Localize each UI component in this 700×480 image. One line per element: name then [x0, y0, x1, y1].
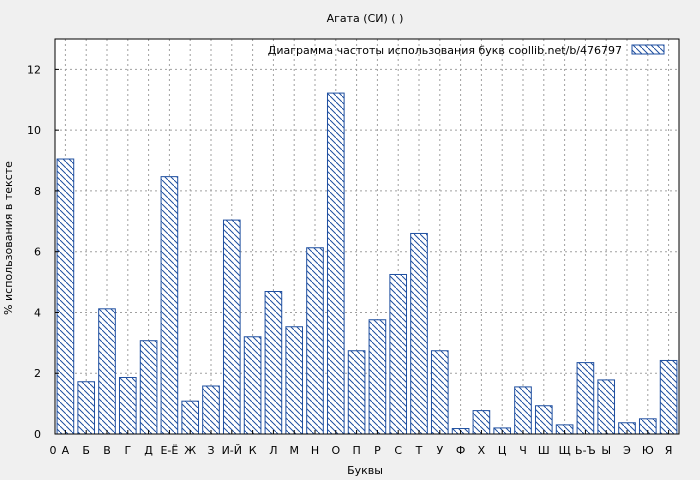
bar — [597, 379, 616, 435]
x-tick-label: Ю — [642, 444, 654, 457]
x-tick-label: Г — [124, 444, 131, 457]
bar — [222, 219, 241, 435]
x-tick-label: Щ — [559, 444, 571, 457]
bar — [306, 247, 324, 435]
x-tick-label: Ы — [601, 444, 611, 457]
bar — [368, 319, 387, 435]
y-tick-label: 8 — [34, 185, 41, 198]
x-tick-label: П — [352, 444, 360, 457]
bar — [389, 273, 408, 435]
x-tick-label: А — [62, 444, 70, 457]
x-axis-label: Буквы — [347, 464, 383, 477]
y-tick-label: 0 — [34, 428, 41, 441]
x-ticks: 0 А Б В Г Д Е-Ё Ж З И-Й К Л М Н О П Р С Т У Ф Х Ц Ч Ш Щ Ь-Ъ Ы Э Ю Я — [50, 430, 673, 457]
y-tick-label: 4 — [34, 306, 41, 319]
x-tick-label: Ж — [184, 444, 196, 457]
x-tick-label: Д — [144, 444, 153, 457]
bar — [77, 381, 96, 435]
bar — [160, 176, 179, 435]
bar — [659, 359, 678, 435]
legend: Диаграмма частоты использования букв coo… — [268, 44, 665, 57]
y-axis-label: % использования в тексте — [2, 161, 15, 315]
x-tick-label: Р — [374, 444, 381, 457]
bar — [514, 386, 532, 435]
bar — [243, 336, 262, 435]
x-tick-label: Ь-Ъ — [575, 444, 596, 457]
x-tick-label: Х — [478, 444, 486, 457]
grid-lines — [55, 39, 679, 434]
x-tick-label: Э — [623, 444, 631, 457]
y-tick-label: 6 — [34, 246, 41, 259]
x-tick-label: М — [289, 444, 299, 457]
x-tick-label: О — [331, 444, 340, 457]
bar — [118, 376, 137, 435]
bar — [264, 290, 283, 435]
x-tick-label: У — [436, 444, 443, 457]
x-tick-label: Ф — [456, 444, 465, 457]
x-tick-label: И-Й — [222, 444, 242, 457]
x-tick-label: Ц — [498, 444, 507, 457]
x-tick-label: З — [207, 444, 214, 457]
x-tick-label: Н — [311, 444, 319, 457]
bar — [534, 405, 553, 435]
plot-area — [55, 39, 679, 434]
bar — [181, 400, 200, 435]
bar — [98, 308, 116, 435]
bar — [410, 232, 428, 435]
bar — [576, 362, 595, 435]
chart-title: Агата (СИ) ( ) — [327, 12, 404, 25]
y-ticks: 0 2 4 6 8 10 12 — [27, 63, 59, 441]
x-tick-label: Ш — [538, 444, 550, 457]
x-tick-label: К — [249, 444, 257, 457]
plot-frame — [54, 38, 680, 435]
x-tick-label: Я — [665, 444, 673, 457]
x-tick-label: Л — [269, 444, 277, 457]
bar — [430, 350, 449, 435]
y-tick-label: 2 — [34, 367, 41, 380]
x-tick-label: Е-Ё — [160, 444, 178, 457]
bar — [285, 326, 304, 435]
bar — [139, 340, 158, 435]
x-tick-label: Ч — [519, 444, 527, 457]
bar — [347, 350, 366, 435]
x-tick-label: Б — [82, 444, 90, 457]
bar — [326, 92, 345, 435]
x-tick-label: В — [103, 444, 111, 457]
bar — [202, 385, 220, 435]
y-tick-label: 10 — [27, 124, 41, 137]
legend-label: Диаграмма частоты использования букв coo… — [268, 44, 622, 57]
x-tick-label: С — [394, 444, 402, 457]
legend-swatch — [631, 44, 665, 55]
x-tick-label: Т — [415, 444, 423, 457]
y-tick-label: 12 — [27, 63, 41, 76]
bar — [56, 158, 75, 435]
x-tick-label: 0 — [50, 444, 57, 457]
